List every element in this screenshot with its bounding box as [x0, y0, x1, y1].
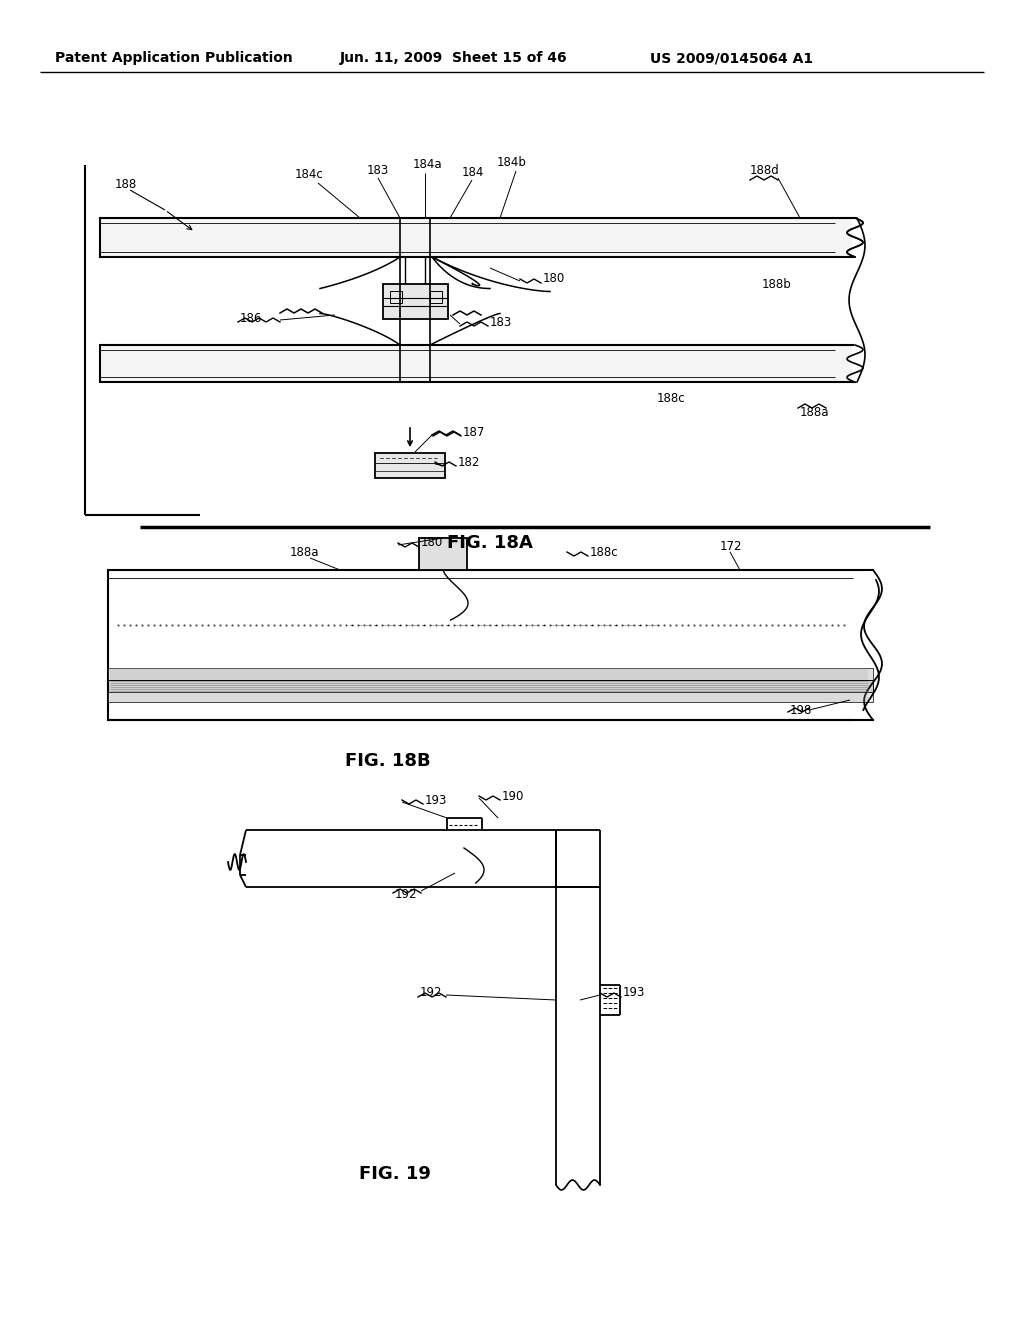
Bar — [871, 572, 896, 719]
Text: 188: 188 — [115, 178, 137, 191]
Bar — [854, 218, 879, 381]
Text: 188a: 188a — [800, 407, 829, 420]
Bar — [375, 453, 445, 478]
Bar — [852, 219, 872, 256]
Text: 186: 186 — [240, 312, 262, 325]
Bar — [419, 539, 467, 570]
Bar — [383, 284, 447, 318]
Text: 188c: 188c — [590, 545, 618, 558]
Text: 188c: 188c — [657, 392, 686, 404]
Text: 180: 180 — [543, 272, 565, 285]
Bar — [100, 345, 855, 381]
Text: US 2009/0145064 A1: US 2009/0145064 A1 — [650, 51, 813, 65]
Text: Patent Application Publication: Patent Application Publication — [55, 51, 293, 65]
Text: 187: 187 — [463, 425, 485, 438]
Bar — [429, 290, 441, 304]
Bar — [100, 218, 855, 257]
Text: 193: 193 — [425, 793, 447, 807]
Bar — [852, 346, 872, 381]
Bar — [867, 578, 892, 711]
Text: FIG. 18A: FIG. 18A — [447, 535, 532, 552]
Text: 190: 190 — [502, 789, 524, 803]
Text: 188d: 188d — [750, 164, 779, 177]
Text: 192: 192 — [395, 888, 418, 902]
Bar — [389, 290, 401, 304]
Bar — [108, 570, 873, 719]
Bar — [108, 692, 873, 702]
Text: 172: 172 — [720, 540, 742, 553]
Text: 193: 193 — [623, 986, 645, 999]
Text: 183: 183 — [490, 315, 512, 329]
Text: 188a: 188a — [290, 546, 319, 560]
Text: 184: 184 — [462, 165, 484, 178]
Text: Jun. 11, 2009  Sheet 15 of 46: Jun. 11, 2009 Sheet 15 of 46 — [340, 51, 567, 65]
Bar — [108, 680, 873, 692]
Text: FIG. 18B: FIG. 18B — [345, 752, 431, 770]
Text: 184b: 184b — [497, 157, 527, 169]
Text: FIG. 19: FIG. 19 — [359, 1166, 431, 1183]
Text: 183: 183 — [367, 164, 389, 177]
Text: 192: 192 — [420, 986, 442, 999]
Text: 180: 180 — [421, 536, 443, 549]
Text: 182: 182 — [458, 455, 480, 469]
Text: 184c: 184c — [295, 169, 324, 181]
Text: 184a: 184a — [413, 158, 442, 172]
Text: 188b: 188b — [762, 279, 792, 292]
Text: 198: 198 — [790, 704, 812, 717]
Bar — [108, 668, 873, 680]
